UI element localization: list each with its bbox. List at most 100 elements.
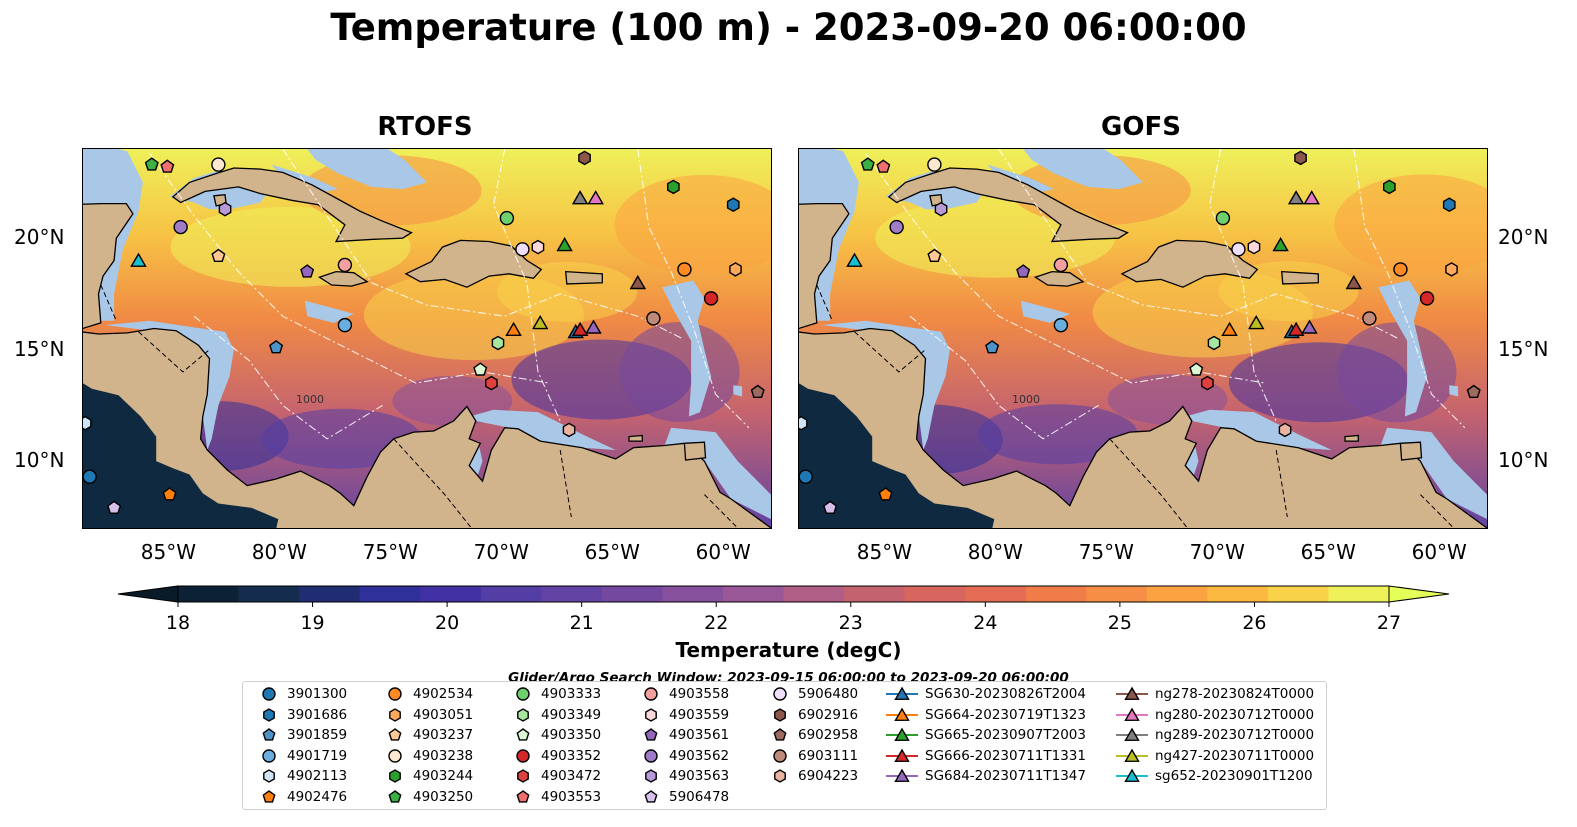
legend: 3901300 3901686 3901859 4901719 4902113 49024…: [242, 681, 1327, 810]
legend-label: 6903111: [798, 747, 859, 764]
colorbar-under-extend: [117, 585, 179, 603]
lat-tick-label: 10°N: [1498, 448, 1549, 473]
rtofs-platform-marker: [571, 190, 589, 205]
gofs-eez-boundary: [1353, 149, 1466, 429]
gofs-platform-marker: [1247, 314, 1265, 330]
pentagon-marker-icon: [516, 728, 530, 741]
lon-tick-label: 80°W: [251, 540, 307, 564]
gofs-platform-marker: [1221, 321, 1238, 337]
triangle-marker-icon: [1116, 686, 1148, 701]
legend-item: 6902958: [768, 725, 858, 745]
gofs-platform-marker: [1303, 190, 1320, 205]
circle-marker-icon: [388, 749, 402, 763]
rtofs-platform-marker: [337, 317, 353, 333]
legend-item: 6904223: [768, 766, 858, 786]
rtofs-temp-patch: [619, 321, 740, 422]
legend-label: SG665-20230907T2003: [925, 727, 1086, 744]
legend-marker: [516, 728, 530, 741]
gofs-eez-boundary: [865, 153, 1266, 384]
rtofs-platform-marker: [667, 179, 680, 195]
legend-marker: [262, 687, 276, 701]
legend-label: ng427-20230711T0000: [1155, 747, 1315, 764]
legend-label: 5906478: [669, 789, 730, 805]
legend-item: 4903472: [511, 766, 601, 786]
colorbar-tick-label: 23: [838, 612, 863, 634]
rtofs-contour-label: 1000: [296, 393, 324, 406]
rtofs-platform-marker: [562, 422, 576, 438]
rtofs-eez-boundary: [282, 149, 683, 339]
colorbar-segment: [359, 586, 421, 602]
figure-title: Temperature (100 m) - 2023-09-20 06:00:0…: [330, 6, 1247, 49]
legend-item: 4903350: [511, 725, 601, 745]
legend-marker: [262, 728, 276, 741]
rtofs-country-border: [393, 438, 472, 528]
legend-item: ng289-20230712T0000: [1115, 725, 1314, 745]
circle-marker-icon: [388, 687, 402, 701]
gofs-platform-marker: [1053, 257, 1069, 273]
gofs-land-central-south: [799, 327, 1487, 528]
legend-item: ng278-20230824T0000: [1115, 684, 1314, 704]
triangle-marker-icon: [886, 707, 918, 721]
gofs-temp-patch: [1336, 322, 1457, 423]
gofs-land-jamaica: [1033, 270, 1085, 287]
rtofs-platform-marker: [211, 248, 226, 263]
colorbar-tick-label: 21: [569, 612, 594, 634]
colorbar-segment: [1267, 586, 1329, 602]
rtofs-platform-marker: [173, 219, 188, 235]
gofs-platform-marker: [1383, 179, 1396, 195]
gofs-platform-marker: [1016, 264, 1031, 278]
gofs-land-margarita: [1344, 434, 1359, 442]
rtofs-map[interactable]: 1000: [82, 148, 772, 529]
legend-item: 4902113: [257, 766, 347, 786]
rtofs-land-central-south: [83, 327, 771, 528]
legend-item: 4903563: [639, 766, 729, 786]
gofs-map-canvas: 1000: [799, 149, 1487, 528]
search-window-text: Glider/Argo Search Window: 2023-09-15 06…: [508, 670, 1069, 682]
colorbar-tick-label: 25: [1107, 612, 1132, 634]
legend-item: ng427-20230711T0000: [1115, 746, 1314, 766]
rtofs-platform-marker: [505, 321, 522, 337]
legend-label: 4903558: [669, 686, 730, 702]
legend-marker: [773, 749, 787, 763]
lon-tick-label: 85°W: [856, 540, 912, 564]
hexagon-marker-icon: [517, 769, 529, 784]
rtofs-platform-marker: [578, 150, 591, 166]
legend-item: 6903111: [768, 746, 858, 766]
gofs-platform-marker: [1442, 197, 1456, 213]
gofs-platform-marker: [860, 157, 875, 171]
gofs-land-puerto-rico: [1280, 270, 1319, 285]
legend-marker: [263, 707, 275, 722]
rtofs-platform-marker: [499, 210, 515, 226]
legend-item: 4903349: [511, 705, 601, 725]
colorbar-segment: [662, 586, 724, 602]
pentagon-marker-icon: [262, 790, 276, 803]
rtofs-platform-marker: [485, 375, 498, 391]
legend-label: 4903237: [413, 727, 474, 744]
lat-tick-label: 15°N: [14, 336, 65, 361]
rtofs-shelf-barbados: [733, 385, 743, 397]
rtofs-platform-marker: [107, 500, 122, 514]
colorbar-segment: [1328, 586, 1390, 602]
colorbar-tick-label: 24: [973, 612, 998, 634]
legend-label: 3901859: [287, 727, 348, 744]
legend-marker: [516, 790, 530, 803]
gofs-platform-marker: [1231, 242, 1246, 257]
lat-tick-label: 10°N: [14, 448, 65, 473]
legend-label: 4903250: [413, 789, 474, 805]
legend-item: 3901300: [257, 684, 347, 704]
legend-item: 4903250: [383, 787, 473, 807]
legend-item: 4903561: [639, 725, 729, 745]
legend-label: 6902916: [798, 706, 859, 723]
circle-marker-icon: [262, 749, 276, 763]
lon-tick-label: 60°W: [1411, 540, 1467, 564]
legend-label: SG664-20230719T1323: [925, 706, 1086, 723]
gofs-country-border: [854, 331, 926, 373]
gofs-platform-marker: [1215, 210, 1231, 226]
triangle-marker-icon: [886, 686, 918, 701]
legend-label: 4903238: [413, 747, 474, 764]
legend-label: 4903563: [669, 768, 730, 785]
pentagon-marker-icon: [644, 790, 658, 803]
hexagon-marker-icon: [645, 769, 657, 784]
triangle-marker-icon: [1116, 727, 1148, 742]
gofs-map[interactable]: 1000: [798, 148, 1488, 529]
